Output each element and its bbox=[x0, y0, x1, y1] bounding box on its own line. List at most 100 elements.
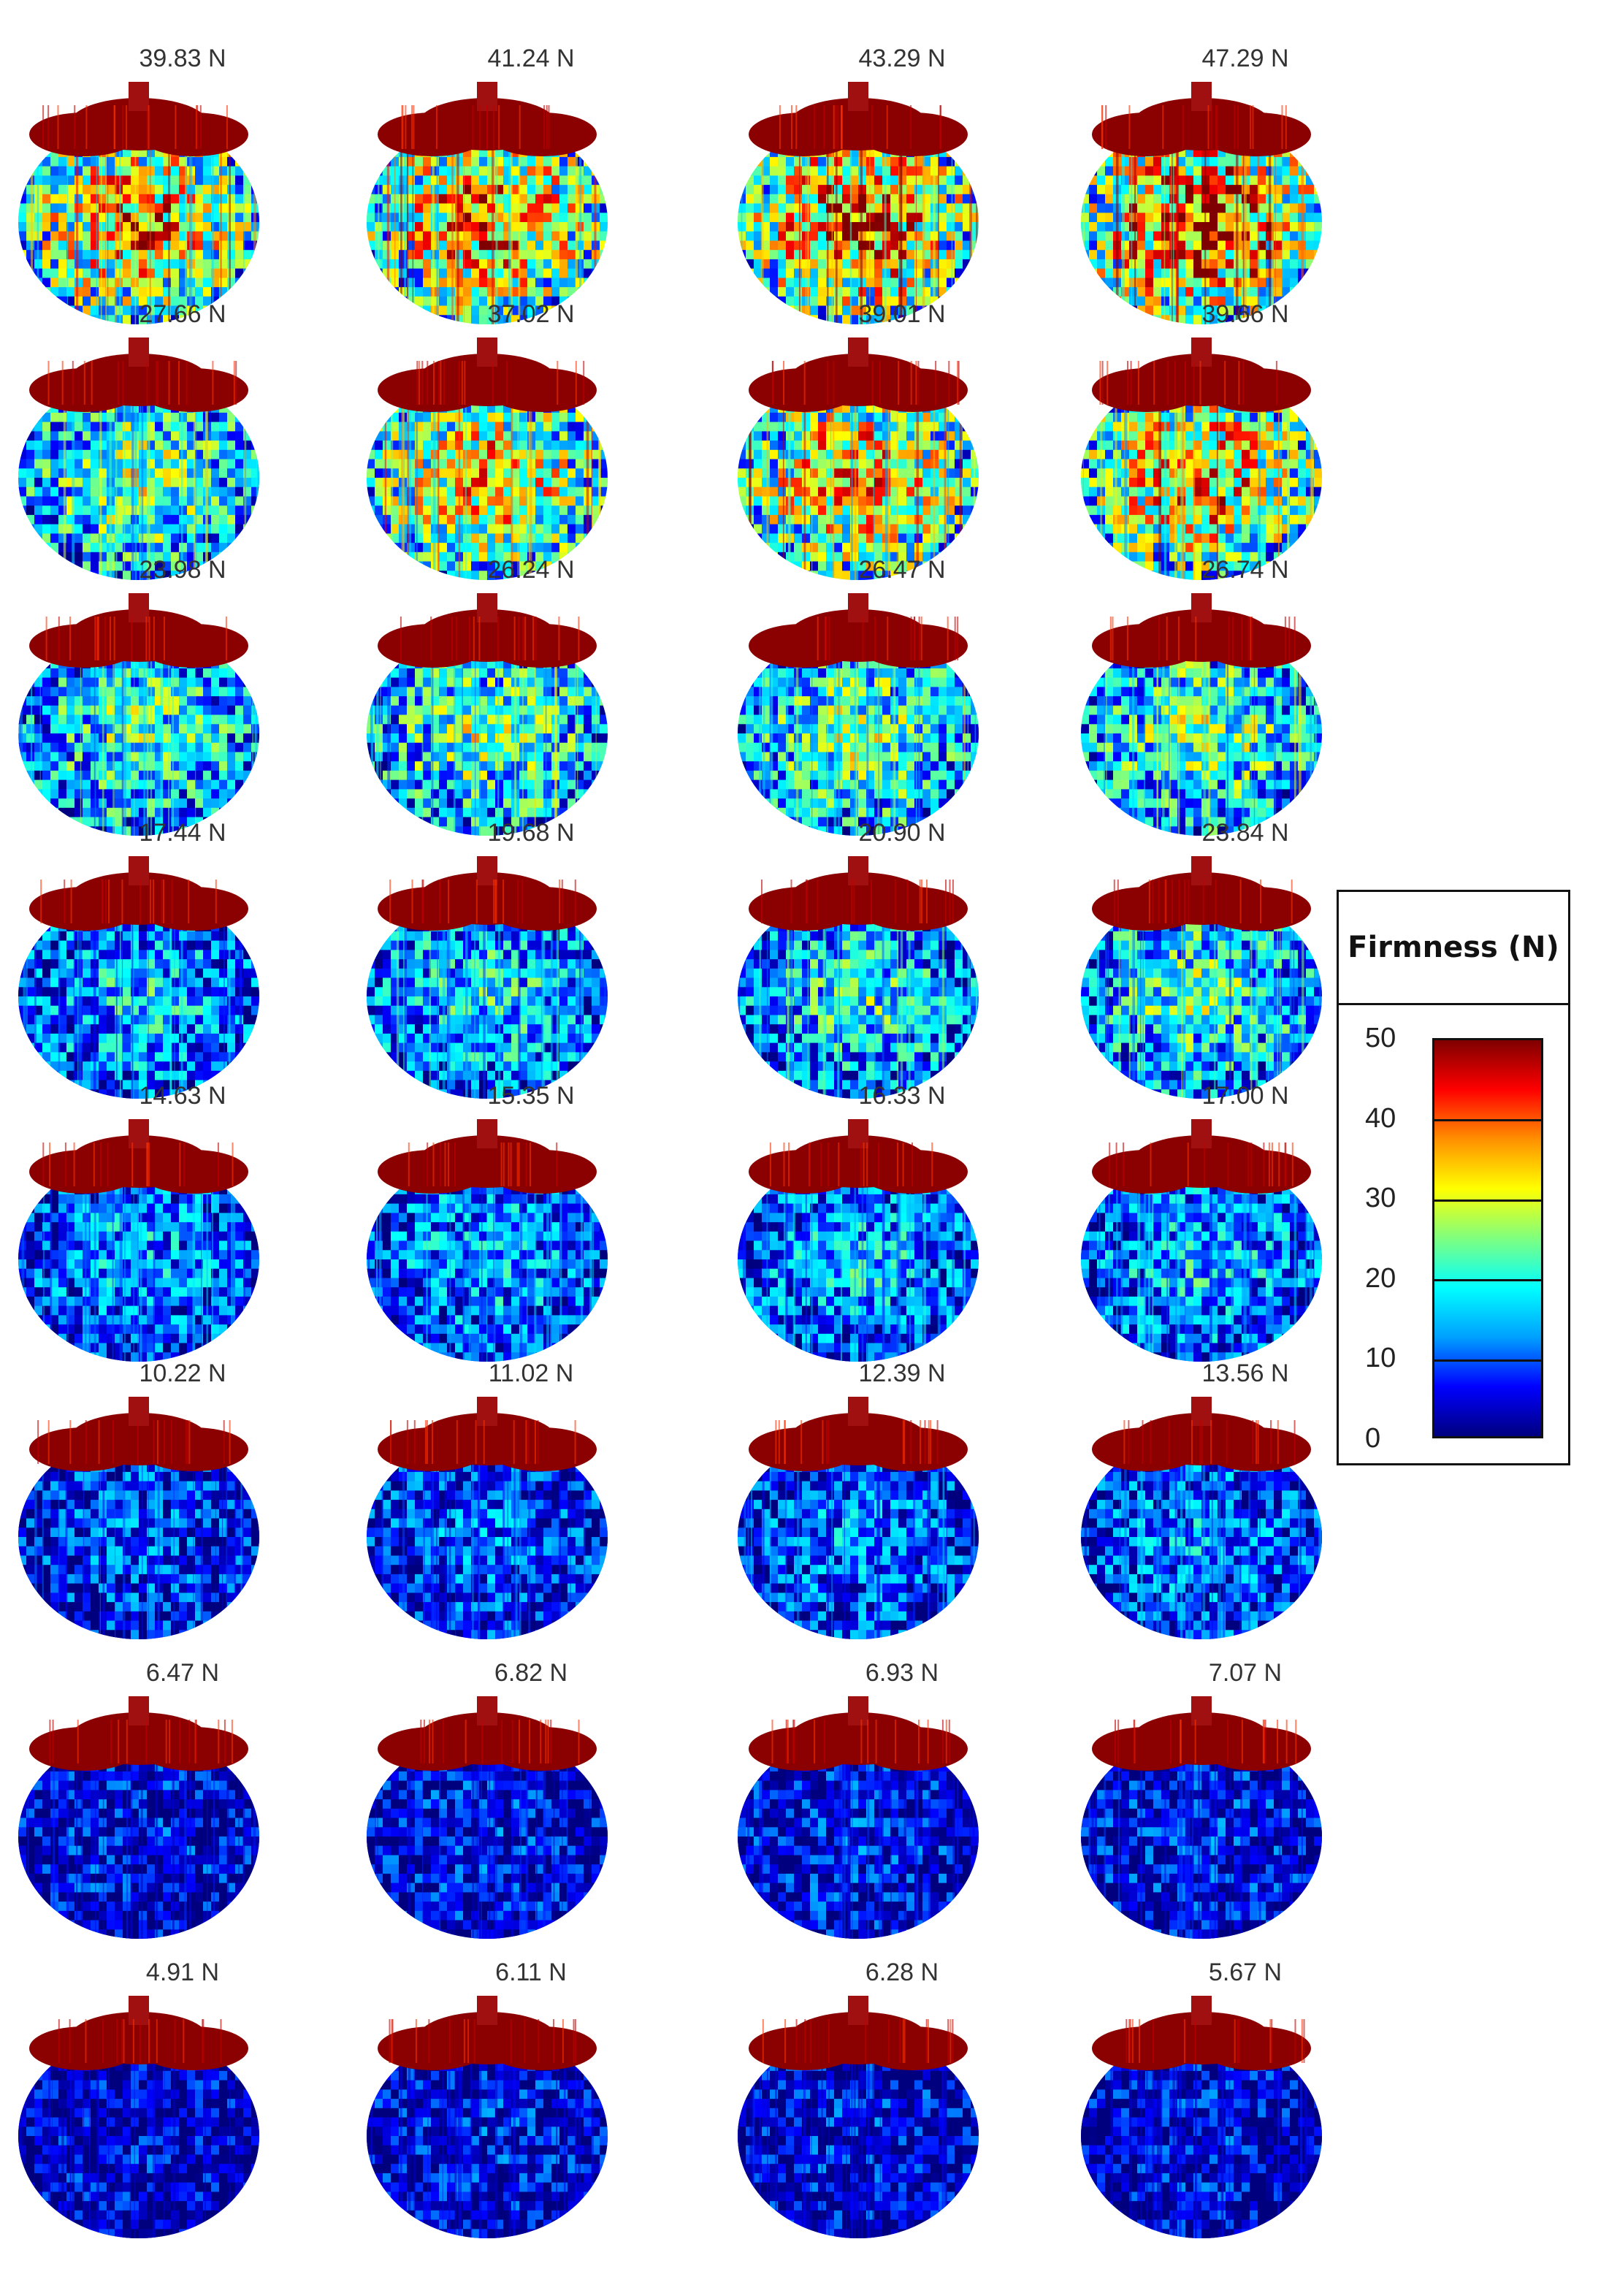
fruit-sample: 43.29 N bbox=[734, 42, 1070, 327]
fruit-calyx bbox=[749, 82, 968, 156]
colorbar-tick-label: 40 bbox=[1365, 1102, 1416, 1134]
fruit-sample: 14.63 N bbox=[15, 1080, 351, 1365]
colorbar-separator bbox=[1434, 1359, 1541, 1362]
firmness-value-label: 23.98 N bbox=[15, 554, 351, 586]
colorbar-tick-label: 0 bbox=[1365, 1422, 1416, 1454]
fruit-calyx bbox=[1092, 1696, 1311, 1771]
firmness-value-label: 26.24 N bbox=[363, 554, 699, 586]
colorbar-tick-label: 10 bbox=[1365, 1342, 1416, 1374]
fruit-calyx bbox=[1092, 1996, 1311, 2070]
firmness-value-label: 6.93 N bbox=[734, 1657, 1070, 1689]
firmness-value-label: 37.02 N bbox=[363, 298, 699, 330]
fruit-heatmap bbox=[367, 856, 608, 1099]
colorbar-tick-label: 30 bbox=[1365, 1182, 1416, 1214]
colorbar-separator bbox=[1434, 1119, 1541, 1122]
fruit-heatmap bbox=[367, 1397, 608, 1639]
fruit-sample: 16.33 N bbox=[734, 1080, 1070, 1365]
fruit-heatmap bbox=[18, 1397, 259, 1639]
fruit-heatmap bbox=[367, 1996, 608, 2238]
firmness-value-label: 19.68 N bbox=[363, 817, 699, 849]
fruit-heatmap bbox=[738, 82, 979, 324]
fruit-sample: 26.24 N bbox=[363, 554, 699, 839]
fruit-calyx bbox=[749, 856, 968, 931]
firmness-value-label: 6.47 N bbox=[15, 1657, 351, 1689]
firmness-value-label: 27.66 N bbox=[15, 298, 351, 330]
firmness-value-label: 6.82 N bbox=[363, 1657, 699, 1689]
fruit-sample: 26.74 N bbox=[1077, 554, 1413, 839]
colorbar-tick-label: 50 bbox=[1365, 1022, 1416, 1054]
firmness-value-label: 39.83 N bbox=[15, 42, 351, 75]
fruit-calyx bbox=[749, 1696, 968, 1771]
fruit-sample: 20.90 N bbox=[734, 817, 1070, 1102]
fruit-heatmap bbox=[367, 1696, 608, 1939]
fruit-heatmap bbox=[18, 82, 259, 324]
fruit-sample: 26.47 N bbox=[734, 554, 1070, 839]
fruit-calyx bbox=[378, 856, 597, 931]
fruit-heatmap bbox=[18, 1696, 259, 1939]
fruit-sample: 27.66 N bbox=[15, 298, 351, 583]
colorbar-separator bbox=[1434, 1279, 1541, 1282]
fruit-calyx bbox=[1092, 856, 1311, 931]
firmness-value-label: 6.28 N bbox=[734, 1956, 1070, 1988]
fruit-calyx bbox=[378, 337, 597, 412]
fruit-calyx bbox=[749, 337, 968, 412]
fruit-sample: 39.83 N bbox=[15, 42, 351, 327]
fruit-sample: 23.84 N bbox=[1077, 817, 1413, 1102]
colorbar-gradient bbox=[1432, 1038, 1543, 1438]
fruit-sample: 47.29 N bbox=[1077, 42, 1413, 327]
fruit-calyx bbox=[378, 1996, 597, 2070]
fruit-heatmap bbox=[1081, 1696, 1322, 1939]
fruit-sample: 39.66 N bbox=[1077, 298, 1413, 583]
fruit-heatmap bbox=[738, 1996, 979, 2238]
fruit-calyx bbox=[29, 82, 248, 156]
firmness-value-label: 39.01 N bbox=[734, 298, 1070, 330]
fruit-calyx bbox=[1092, 337, 1311, 412]
fruit-calyx bbox=[29, 593, 248, 668]
fruit-heatmap bbox=[367, 1119, 608, 1362]
fruit-sample: 37.02 N bbox=[363, 298, 699, 583]
fruit-heatmap bbox=[18, 856, 259, 1099]
colorbar-separator bbox=[1434, 1199, 1541, 1202]
fruit-sample: 6.82 N bbox=[363, 1657, 699, 1942]
fruit-sample: 11.02 N bbox=[363, 1357, 699, 1642]
firmness-value-label: 16.33 N bbox=[734, 1080, 1070, 1112]
firmness-value-label: 14.63 N bbox=[15, 1080, 351, 1112]
fruit-sample: 23.98 N bbox=[15, 554, 351, 839]
fruit-texture bbox=[18, 894, 259, 1099]
fruit-sample: 17.00 N bbox=[1077, 1080, 1413, 1365]
fruit-texture bbox=[18, 1435, 259, 1639]
firmness-value-label: 10.22 N bbox=[15, 1357, 351, 1389]
firmness-value-label: 13.56 N bbox=[1077, 1357, 1413, 1389]
fruit-heatmap bbox=[367, 82, 608, 324]
fruit-calyx bbox=[1092, 82, 1311, 156]
fruit-heatmap bbox=[18, 1996, 259, 2238]
fruit-heatmap bbox=[738, 1696, 979, 1939]
fruit-calyx bbox=[1092, 1119, 1311, 1194]
firmness-value-label: 17.00 N bbox=[1077, 1080, 1413, 1112]
firmness-value-label: 11.02 N bbox=[363, 1357, 699, 1389]
firmness-value-label: 26.74 N bbox=[1077, 554, 1413, 586]
fruit-heatmap bbox=[738, 856, 979, 1099]
colorbar-title: Firmness (N) bbox=[1339, 892, 1568, 1005]
fruit-heatmap bbox=[18, 1119, 259, 1362]
fruit-heatmap bbox=[738, 1119, 979, 1362]
firmness-value-label: 39.66 N bbox=[1077, 298, 1413, 330]
fruit-heatmap bbox=[367, 593, 608, 836]
fruit-sample: 12.39 N bbox=[734, 1357, 1070, 1642]
firmness-value-label: 23.84 N bbox=[1077, 817, 1413, 849]
fruit-calyx bbox=[29, 337, 248, 412]
fruit-calyx bbox=[1092, 593, 1311, 668]
fruit-sample: 6.47 N bbox=[15, 1657, 351, 1942]
fruit-sample: 13.56 N bbox=[1077, 1357, 1413, 1642]
fruit-sample: 6.28 N bbox=[734, 1956, 1070, 2241]
fruit-heatmap bbox=[738, 1397, 979, 1639]
fruit-calyx bbox=[29, 1119, 248, 1194]
fruit-heatmap bbox=[1081, 1996, 1322, 2238]
fruit-heatmap bbox=[1081, 337, 1322, 580]
firmness-value-label: 12.39 N bbox=[734, 1357, 1070, 1389]
fruit-heatmap bbox=[738, 337, 979, 580]
fruit-sample: 6.11 N bbox=[363, 1956, 699, 2241]
fruit-calyx bbox=[378, 1397, 597, 1471]
fruit-heatmap bbox=[1081, 593, 1322, 836]
colorbar-tick-label: 20 bbox=[1365, 1262, 1416, 1294]
